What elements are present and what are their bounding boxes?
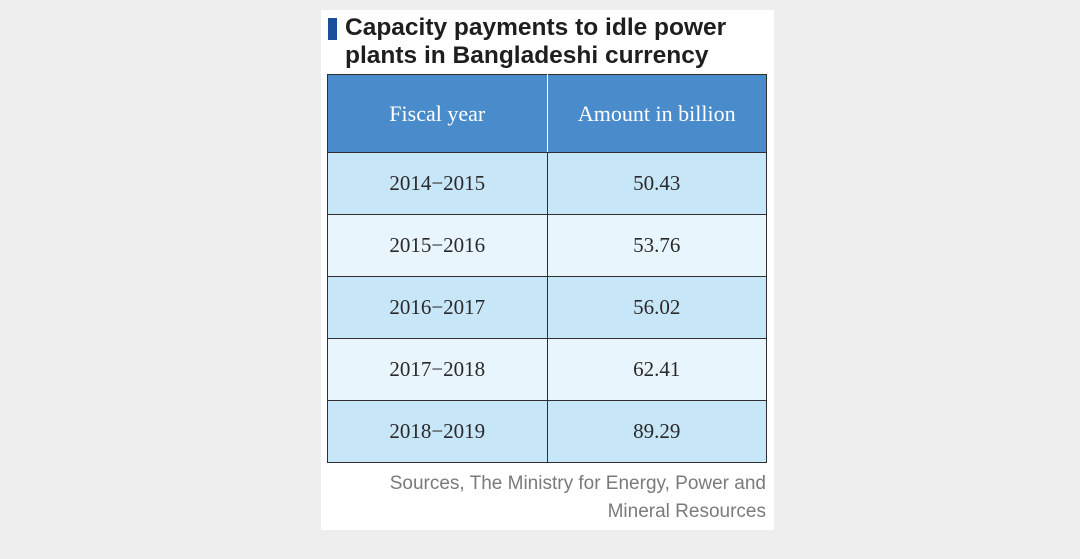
- header-amount: Amount in billion: [546, 74, 767, 153]
- header-row: Fiscal year Amount in billion: [327, 74, 767, 153]
- table-card: Capacity payments to idle power plants i…: [321, 10, 774, 530]
- cell-amount: 62.41: [546, 338, 767, 401]
- cell-amount: 50.43: [546, 152, 767, 215]
- cell-fiscal-year: 2015−2016: [327, 214, 548, 277]
- table-row: 2016−2017 56.02: [327, 276, 767, 339]
- cell-fiscal-year: 2014−2015: [327, 152, 548, 215]
- table-row: 2017−2018 62.41: [327, 338, 767, 401]
- cell-fiscal-year: 2017−2018: [327, 338, 548, 401]
- source-note: Sources, The Ministry for Energy, Power …: [389, 473, 766, 522]
- data-table: Fiscal year Amount in billion 2014−2015 …: [327, 74, 767, 463]
- cell-fiscal-year: 2018−2019: [327, 400, 548, 463]
- title-marker: [328, 18, 337, 40]
- table-row: 2018−2019 89.29: [327, 400, 767, 463]
- cell-amount: 56.02: [546, 276, 767, 339]
- table-title: Capacity payments to idle power plants i…: [345, 14, 727, 69]
- cell-amount: 53.76: [546, 214, 767, 277]
- cell-amount: 89.29: [546, 400, 767, 463]
- table-row: 2014−2015 50.43: [327, 152, 767, 215]
- header-fiscal-year: Fiscal year: [327, 74, 548, 153]
- table-row: 2015−2016 53.76: [327, 214, 767, 277]
- cell-fiscal-year: 2016−2017: [327, 276, 548, 339]
